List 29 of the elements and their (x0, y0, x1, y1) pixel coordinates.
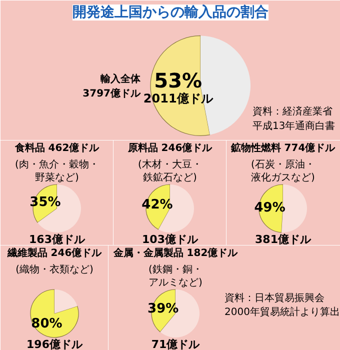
chart-subtitle: (木材・大豆・鉄鉱石など) (138, 158, 202, 184)
chart-subtitle: (肉・魚介・穀物・野菜など) (15, 158, 99, 184)
text: 196億ドル (26, 338, 84, 350)
text: 381億ドル (255, 233, 312, 246)
text: 3797億ドル (82, 88, 142, 100)
chart-subtitle: (鉄鋼・銅・アルミなど) (148, 264, 203, 289)
data-label: 42% (142, 198, 173, 213)
chart-title: 食料品 462億ドル (14, 142, 100, 154)
chart-title: 繊維製品 246億ドル (6, 247, 103, 259)
text: 輸入全体 (100, 72, 142, 85)
data-label: 35% (30, 195, 61, 210)
text: 平成13年通商白書 (252, 120, 336, 132)
data-label: 53% (154, 68, 202, 93)
chart-title: 原料品 246億ドル (126, 142, 214, 154)
chart-subtitle: (織物・衣類など) (16, 264, 94, 276)
data-label: 39% (148, 302, 179, 317)
text: 163億ドル (29, 233, 86, 246)
chart-subtitle: (石炭・原油・液化ガスなど) (251, 158, 316, 184)
text: 2011億ドル (143, 92, 214, 106)
chart-title: 鉱物性燃料 774億ドル (230, 142, 336, 154)
chart-title: 開発途上国からの輸入品の割合 (72, 4, 268, 20)
text: 2000年貿易統計より算出 (224, 306, 340, 318)
chart-title: 金属・金属製品 182億ドル (112, 247, 239, 259)
text: 資料：経済産業省 (252, 105, 332, 118)
text: 103億ドル (142, 233, 199, 246)
data-label: 49% (254, 200, 286, 216)
text: 資料：日本貿易振興会 (224, 292, 324, 304)
text: 71億ドル (151, 338, 201, 350)
data-label: 80% (31, 316, 62, 332)
